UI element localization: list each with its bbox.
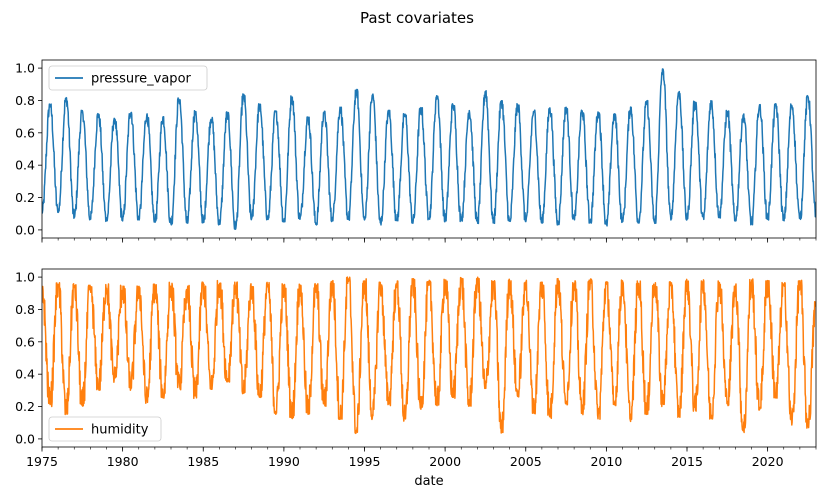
- x-tick-label: 2010: [590, 454, 622, 469]
- y-tick-label: 0.4: [15, 367, 35, 382]
- x-axis-label: date: [414, 474, 443, 489]
- x-tick-label: 2020: [752, 454, 784, 469]
- panel-pressure-vapor: 0.0 0.2 0.4 0.6 0.8 1.0 pressure_vapor: [15, 59, 817, 243]
- series-line-pressure-vapor: [42, 68, 816, 230]
- legend: pressure_vapor: [48, 65, 208, 91]
- y-tick-label: 0.0: [15, 431, 35, 446]
- y-tick-label: 1.0: [15, 270, 35, 285]
- legend-label: pressure_vapor: [91, 72, 192, 87]
- x-tick-label: 2015: [671, 454, 703, 469]
- legend: humidity: [48, 416, 162, 442]
- y-tick-label: 1.0: [15, 61, 35, 76]
- y-tick-label: 0.0: [15, 222, 35, 237]
- x-tick-label: 2005: [510, 454, 542, 469]
- y-tick-label: 0.4: [15, 158, 35, 173]
- x-tick-label: 1995: [349, 454, 381, 469]
- x-tick-label: 2000: [429, 454, 461, 469]
- y-tick-label: 0.6: [15, 334, 35, 349]
- y-tick-label: 0.8: [15, 302, 35, 317]
- legend-box: [48, 65, 208, 91]
- series-line-humidity: [42, 276, 816, 435]
- panel-humidity: 0.0 0.2 0.4 0.6 0.8 1.0 1975 1980 1985 1990 1995 20…: [15, 268, 817, 469]
- x-tick-label: 1980: [107, 454, 139, 469]
- figure-title: Past covariates: [360, 9, 474, 27]
- x-tick-label: 1985: [187, 454, 219, 469]
- x-tick-label: 1990: [268, 454, 300, 469]
- legend-box: [48, 416, 162, 442]
- legend-label: humidity: [91, 423, 149, 438]
- y-tick-label: 0.6: [15, 125, 35, 140]
- x-tick-label: 1975: [26, 454, 58, 469]
- y-tick-label: 0.8: [15, 93, 35, 108]
- y-tick-label: 0.2: [15, 399, 35, 414]
- y-tick-label: 0.2: [15, 190, 35, 205]
